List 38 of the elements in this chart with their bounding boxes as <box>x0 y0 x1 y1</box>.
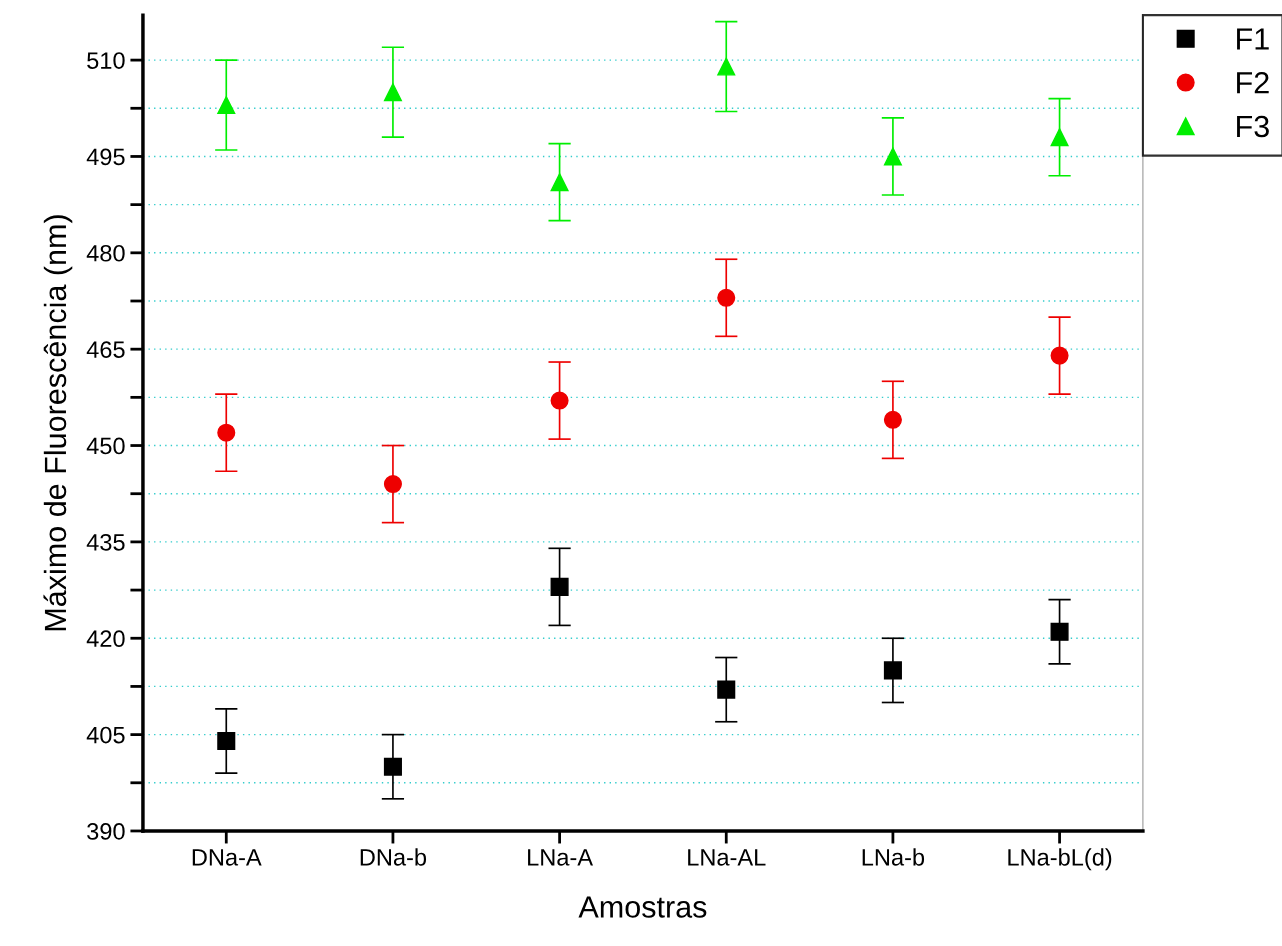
y-tick-label: 450 <box>86 437 125 455</box>
legend-label: F3 <box>1237 115 1269 138</box>
point <box>717 288 736 307</box>
point <box>717 57 736 76</box>
point <box>217 423 236 442</box>
legend-label: F1 <box>1237 28 1269 50</box>
y-tick-label: 510 <box>87 52 125 69</box>
point <box>383 757 402 776</box>
point <box>550 391 569 410</box>
point <box>1050 128 1069 147</box>
point <box>883 147 902 166</box>
point <box>217 732 236 751</box>
y-tick-label: 495 <box>86 148 125 166</box>
point <box>383 475 402 494</box>
y-tick-label: 465 <box>86 341 125 358</box>
y-tick-label: 390 <box>87 823 125 840</box>
point <box>883 661 902 680</box>
x-tick-label: LNa-bL(d) <box>1008 848 1112 871</box>
x-tick-label: LNa-A <box>528 849 594 866</box>
x-tick-label: DNa-A <box>192 849 262 866</box>
point <box>717 680 736 699</box>
y-tick-label: 405 <box>86 726 125 744</box>
point <box>550 577 569 596</box>
point <box>1050 346 1069 365</box>
y-tick-label: 435 <box>86 533 125 551</box>
point <box>550 173 569 192</box>
point <box>217 96 236 115</box>
x-tick-label: DNa-b <box>360 848 427 866</box>
y-tick-label: 420 <box>86 630 125 648</box>
point <box>1050 622 1069 641</box>
y-tick-label: 480 <box>86 244 125 262</box>
x-tick-label: LNa-b <box>862 848 925 866</box>
x-axis-title: Amostras <box>578 896 707 918</box>
x-tick-label: LNa-AL <box>688 849 766 866</box>
y-axis-title: Máximo de Fluorescência (nm) <box>43 215 73 631</box>
legend-label: F2 <box>1237 71 1269 94</box>
point <box>383 83 402 102</box>
point <box>883 410 902 429</box>
